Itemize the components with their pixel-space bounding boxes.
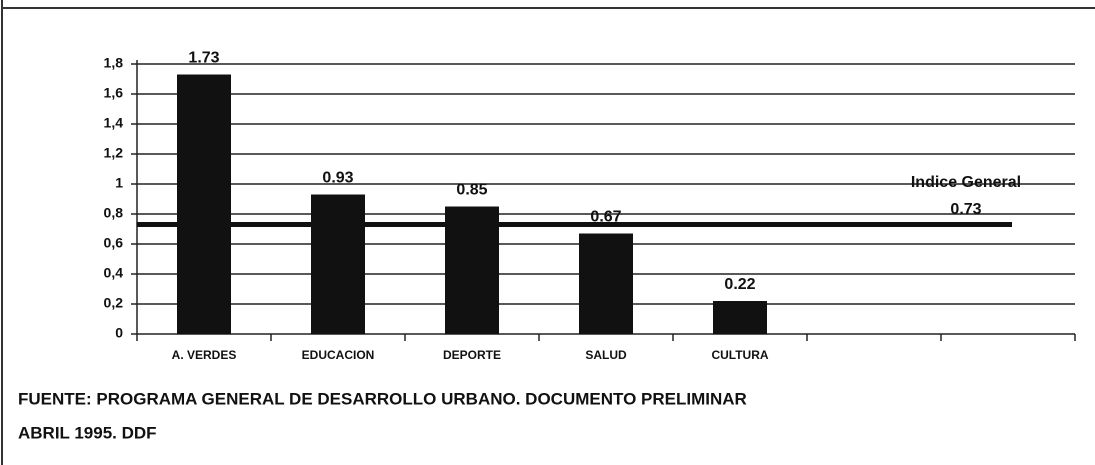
y-tick-label: 0 — [115, 325, 123, 341]
y-tick-label: 0,6 — [104, 235, 124, 251]
x-tick-label: SALUD — [585, 348, 627, 362]
y-tick-label: 0,8 — [104, 205, 124, 221]
bar — [311, 194, 365, 334]
x-tick-label: CULTURA — [711, 348, 768, 362]
bar — [445, 206, 499, 334]
data-label: 0.93 — [322, 170, 353, 187]
source-text: FUENTE: PROGRAMA GENERAL DE DESARROLLO U… — [18, 389, 747, 408]
y-tick-label: 1,4 — [104, 115, 124, 131]
x-tick-label: EDUCACION — [302, 348, 375, 362]
y-tick-label: 1,8 — [104, 55, 124, 71]
source-text: ABRIL 1995. DDF — [18, 423, 157, 442]
x-tick-label: A. VERDES — [172, 348, 237, 362]
x-tick-label: DEPORTE — [443, 348, 501, 362]
data-label: 0.22 — [724, 276, 755, 293]
y-tick-label: 0,2 — [104, 295, 124, 311]
bar — [713, 301, 767, 334]
y-tick-label: 1,6 — [104, 85, 124, 101]
bar — [579, 233, 633, 334]
data-label: 0.67 — [590, 209, 621, 226]
reference-value: 0.73 — [950, 201, 981, 218]
y-tick-label: 0,4 — [104, 265, 124, 281]
y-tick-label: 1 — [115, 175, 123, 191]
reference-label: Indice General — [911, 174, 1021, 191]
y-tick-label: 1,2 — [104, 145, 124, 161]
bar — [177, 74, 231, 334]
data-label: 1.73 — [188, 50, 219, 67]
data-label: 0.85 — [456, 182, 487, 199]
